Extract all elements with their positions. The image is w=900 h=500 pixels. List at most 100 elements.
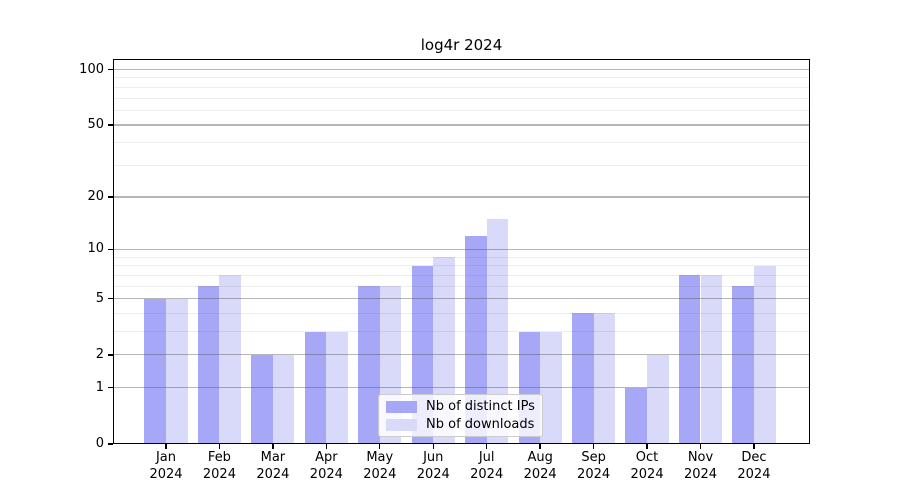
bar-aug-downloads [540, 331, 562, 444]
year-label: 2024 [523, 466, 557, 482]
x-tick-aug [539, 444, 541, 449]
month-name: Jul [478, 450, 495, 465]
x-tick-label-sep: Sep 2024 [559, 450, 629, 483]
major-gridline-50 [113, 124, 810, 126]
minor-gridline-3 [113, 331, 810, 332]
month-name: Oct [635, 450, 659, 465]
month-name: Nov [687, 450, 714, 465]
bar-oct-downloads [647, 354, 669, 444]
year-label: 2024 [202, 466, 236, 482]
legend-item-downloads: Nb of downloads [386, 417, 535, 432]
x-tick-label-dec: Dec 2024 [719, 450, 789, 483]
x-tick-oct [646, 444, 648, 449]
bar-jul-downloads [486, 219, 509, 444]
bar-oct-distinct-ips [625, 387, 648, 444]
bar-apr-distinct-ips [304, 331, 327, 444]
chart-title: log4r 2024 [420, 36, 503, 54]
x-tick-label-aug: Aug 2024 [505, 450, 575, 483]
x-tick-label-jun: Jun 2024 [398, 450, 468, 483]
month-name: Aug [527, 450, 553, 465]
month-name: Sep [581, 450, 606, 465]
minor-gridline-8 [113, 265, 810, 267]
bar-sep-downloads [593, 313, 616, 444]
x-tick-nov [699, 444, 702, 449]
y-tick-20 [107, 196, 113, 198]
x-axis: Jan 2024 Feb 2024 Mar 2024 Apr 2024 May 2024 Jun 20… [113, 444, 810, 494]
legend: Nb of distinct IPs Nb of downloads [378, 394, 543, 437]
y-tick-label-20: 20 [87, 188, 104, 204]
y-tick-label-2: 2 [95, 346, 104, 362]
x-tick-label-oct: Oct 2024 [612, 450, 682, 483]
legend-item-distinct-ips: Nb of distinct IPs [386, 399, 535, 414]
month-name: Apr [315, 450, 338, 465]
major-gridline-20 [113, 196, 810, 198]
minor-gridline-90 [113, 77, 810, 79]
bar-mar-distinct-ips [251, 354, 273, 444]
minor-gridline-9 [113, 256, 810, 258]
bar-nov-distinct-ips [678, 275, 701, 444]
x-tick-label-feb: Feb 2024 [184, 450, 254, 483]
bar-jul-distinct-ips [465, 235, 487, 444]
y-tick-label-100: 100 [79, 61, 104, 77]
bar-jan-distinct-ips [144, 298, 166, 444]
x-tick-jun [432, 444, 434, 449]
major-gridline-1 [113, 387, 810, 389]
plot-area [107, 59, 810, 449]
major-gridline-5 [113, 298, 810, 300]
y-axis: 0 1 2 5 10 20 50 100 [0, 59, 113, 452]
major-gridline-10 [113, 248, 810, 250]
month-name: Feb [207, 450, 231, 465]
bar-apr-downloads [326, 331, 348, 444]
x-tick-label-may: May 2024 [345, 450, 415, 483]
y-tick-label-50: 50 [87, 116, 104, 132]
year-label: 2024 [577, 466, 611, 482]
y-tick-0 [107, 443, 113, 445]
bar-nov-downloads [700, 275, 723, 444]
y-tick-label-5: 5 [95, 290, 104, 306]
minor-gridline-40 [113, 142, 810, 144]
x-tick-sep [592, 444, 595, 449]
bar-dec-downloads [753, 265, 776, 444]
minor-gridline-30 [113, 164, 810, 166]
month-name: Dec [741, 450, 767, 465]
month-name: Jun [423, 450, 444, 465]
bar-feb-distinct-ips [197, 286, 220, 444]
y-tick-label-0: 0 [95, 436, 104, 451]
x-tick-label-nov: Nov 2024 [666, 450, 736, 483]
minor-gridline-4 [113, 312, 810, 314]
x-tick-jan [165, 444, 167, 449]
x-tick-jul [486, 444, 488, 449]
x-tick-label-apr: Apr 2024 [291, 450, 361, 483]
x-tick-may [379, 444, 381, 449]
major-gridline-2 [113, 354, 810, 356]
year-label: 2024 [737, 466, 771, 482]
y-tick-10 [107, 248, 113, 251]
x-tick-dec [753, 444, 755, 449]
bar-feb-downloads [219, 275, 242, 444]
year-label: 2024 [256, 466, 290, 482]
major-gridline-100 [113, 68, 810, 71]
minor-gridline-80 [113, 86, 810, 88]
year-label: 2024 [149, 466, 183, 482]
x-tick-feb [218, 444, 221, 449]
minor-gridline-70 [113, 97, 810, 99]
minor-gridline-6 [113, 285, 810, 287]
y-tick-1 [107, 387, 113, 389]
x-tick-mar [272, 444, 274, 449]
x-tick-label-mar: Mar 2024 [238, 450, 308, 483]
legend-label-downloads: Nb of downloads [426, 417, 535, 432]
y-tick-50 [107, 124, 113, 126]
month-name: Jan [155, 450, 177, 465]
x-tick-label-jan: Jan 2024 [131, 450, 201, 483]
minor-gridline-60 [113, 109, 810, 111]
legend-swatch-downloads [386, 418, 417, 431]
year-label: 2024 [470, 466, 504, 482]
bar-jan-downloads [166, 298, 188, 444]
minor-gridline-7 [113, 274, 810, 276]
month-name: May [366, 450, 394, 465]
bar-dec-distinct-ips [732, 286, 754, 444]
legend-label-distinct-ips: Nb of distinct IPs [426, 399, 535, 414]
y-tick-label-1: 1 [95, 379, 104, 395]
year-label: 2024 [416, 466, 450, 482]
